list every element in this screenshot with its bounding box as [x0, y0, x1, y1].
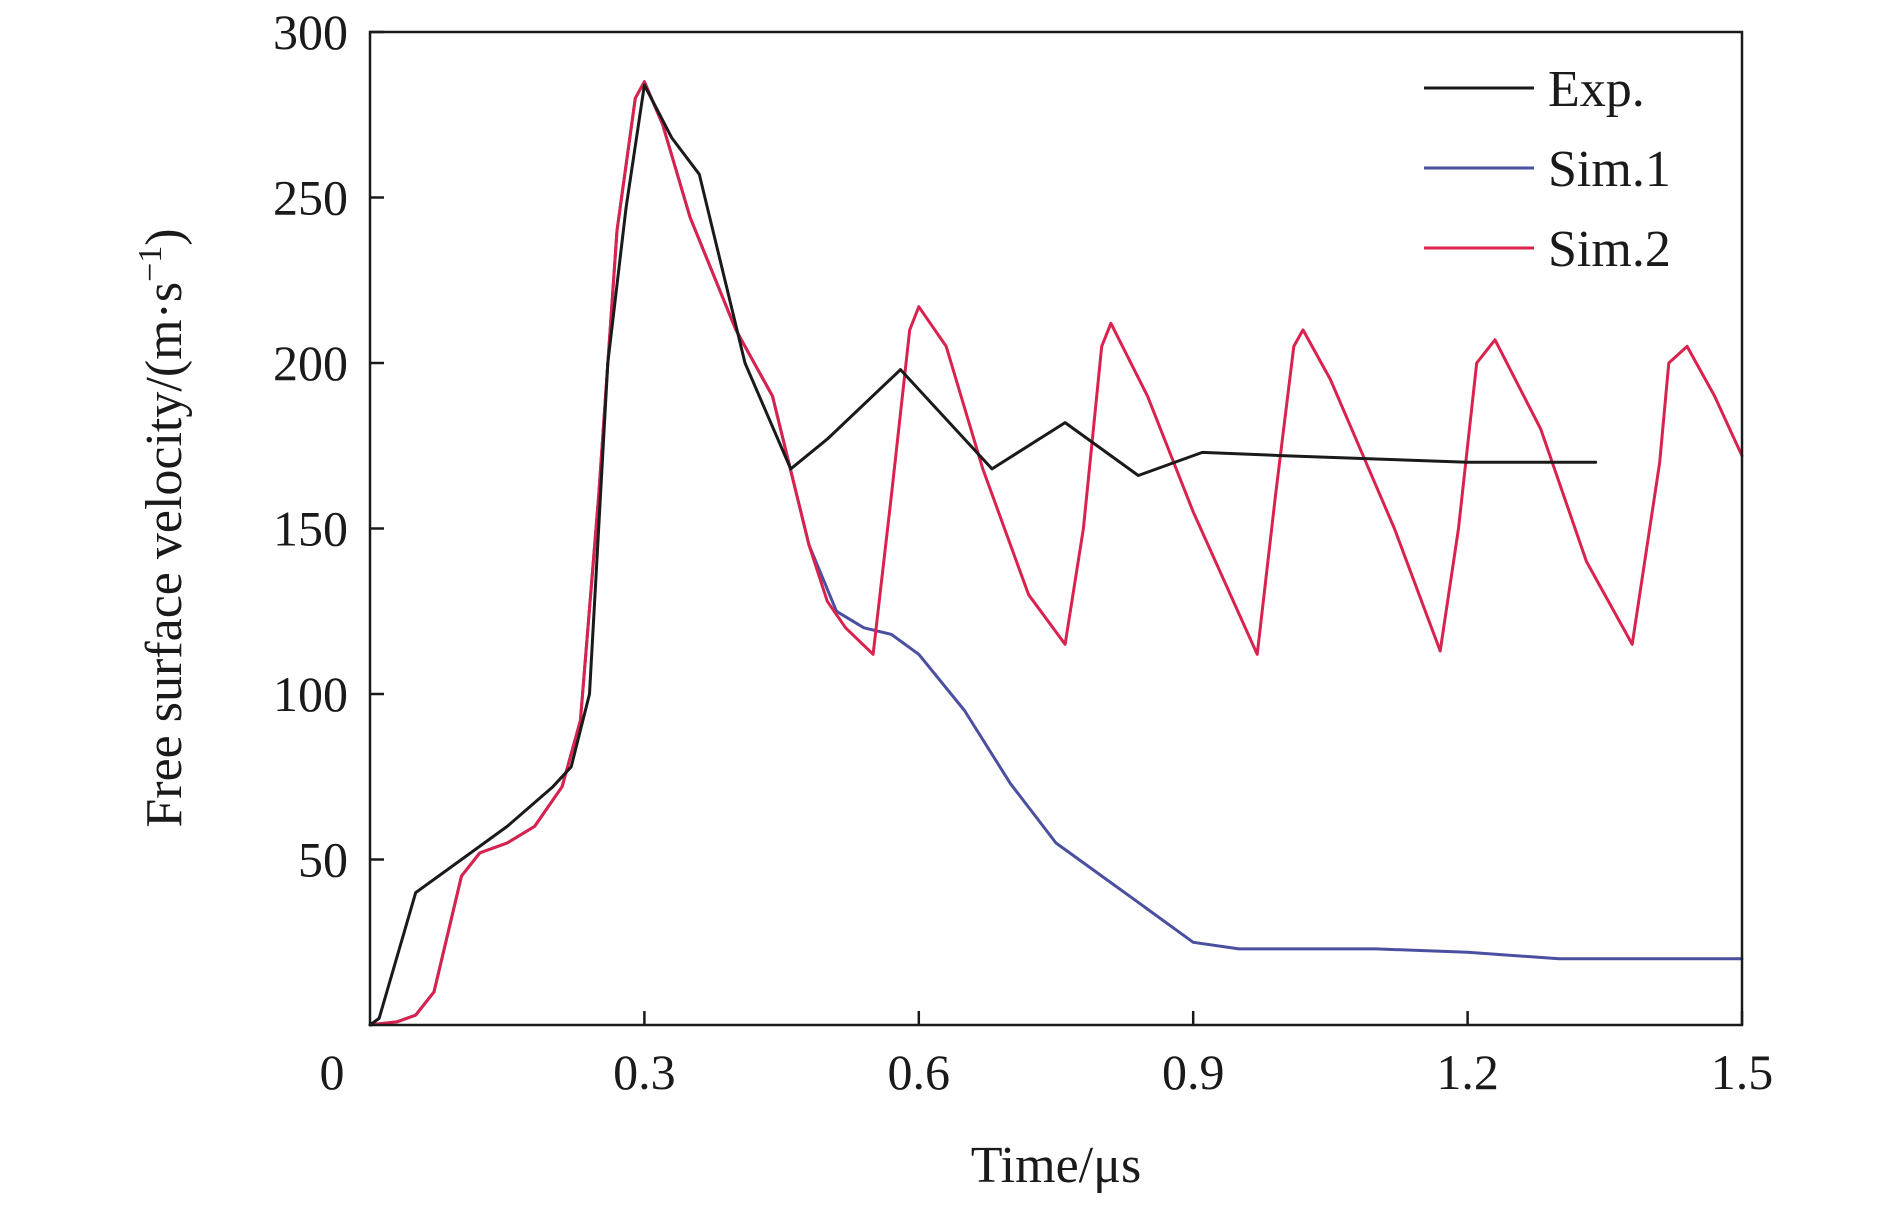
y-tick-label: 100: [273, 666, 348, 722]
x-axis-label: Time/μs: [971, 1137, 1141, 1194]
x-axis-ticks: 0.3 0.6 0.9 1.2 1.5: [613, 1011, 1773, 1100]
y-axis-label: Free surface velocity/(m·s−1): [132, 228, 193, 827]
x-tick-label: 1.2: [1436, 1044, 1499, 1100]
legend-label: Sim.2: [1548, 221, 1671, 278]
x-tick-label: 0.9: [1162, 1044, 1225, 1100]
plot-frame: [368, 30, 1744, 1027]
origin-tick-label: 0: [320, 1044, 345, 1100]
plot-lines: [368, 80, 1744, 1027]
y-tick-label: 150: [273, 501, 348, 557]
y-tick-label: 200: [273, 335, 348, 391]
y-tick-label: 50: [298, 832, 348, 888]
x-tick-label: 1.5: [1711, 1044, 1774, 1100]
y-axis-label-close: ): [136, 228, 193, 245]
series-line-exp: [368, 83, 1598, 1027]
series-line-sim-1: [368, 80, 1744, 1027]
y-tick-label: 250: [273, 170, 348, 226]
y-axis-label-main: Free surface velocity/(m·s: [136, 282, 193, 828]
x-tick-label: 0.6: [888, 1044, 951, 1100]
x-tick-label: 0.3: [613, 1044, 676, 1100]
y-axis-ticks: 50 100 150 200 250 300: [273, 4, 384, 888]
y-tick-label: 300: [273, 4, 348, 60]
legend-label: Sim.1: [1548, 141, 1671, 198]
y-axis-label-exponent: −1: [132, 246, 169, 282]
series-line-sim-2: [368, 80, 1744, 1027]
legend-label: Exp.: [1548, 61, 1645, 118]
legend: Exp. Sim.1 Sim.2: [1424, 61, 1671, 278]
